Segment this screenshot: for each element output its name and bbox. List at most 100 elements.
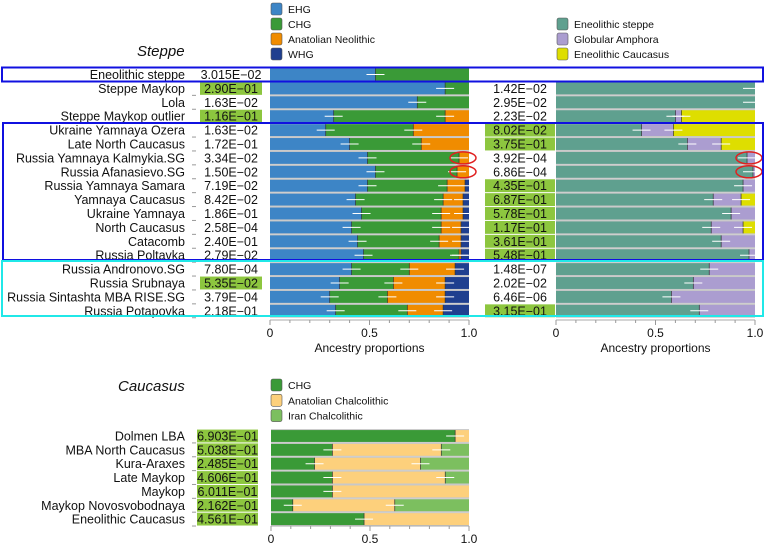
x-tick-label: 0.5 bbox=[647, 326, 664, 340]
bar-segment-chg bbox=[445, 82, 469, 95]
p-value: 2.40E−01 bbox=[204, 235, 258, 249]
p-value: 1.63E−02 bbox=[204, 96, 258, 110]
bar-segment-globular-amphora bbox=[641, 124, 674, 137]
bar-segment-eneolithic-steppe bbox=[556, 138, 688, 150]
bar-row: Ukraine Yamnaya Ozera 1.63E−02 bbox=[49, 123, 469, 138]
row-label: Late North Caucasus bbox=[68, 138, 185, 152]
bar-segment-chg bbox=[349, 138, 422, 150]
legend-swatch bbox=[270, 409, 283, 422]
legend-swatch bbox=[270, 2, 283, 16]
bar-segment-globular-amphora bbox=[693, 277, 755, 289]
p-value: 7.80E−04 bbox=[204, 263, 258, 277]
legend-label: Anatolian Neolithic bbox=[288, 34, 375, 46]
bar-segment-anatolian-neolithic bbox=[421, 138, 469, 150]
row-label: Russia Yamnaya Samara bbox=[44, 179, 185, 193]
bar-segment-chg bbox=[271, 457, 315, 470]
p-value: 1.72E−01 bbox=[204, 138, 258, 152]
row-label: Eneolithic steppe bbox=[90, 68, 185, 82]
bar-segment-anatolian-chalcolithic bbox=[364, 513, 469, 526]
bar-row: Russia Andronovo.SG 7.80E−04 bbox=[62, 262, 469, 277]
row-label: Steppe Maykop outlier bbox=[61, 110, 185, 124]
bar-segment-whg bbox=[445, 290, 469, 303]
p-value-highlight bbox=[485, 179, 555, 193]
row-label: Eneolithic Caucasus bbox=[72, 513, 185, 527]
bar-segment-eneolithic-steppe bbox=[556, 82, 755, 95]
row-label: Russia Potapovka bbox=[84, 304, 185, 318]
p-value: 2.23E−02 bbox=[493, 110, 547, 124]
bar-segment-chg bbox=[375, 68, 469, 81]
x-tick-label: 0.5 bbox=[361, 326, 378, 340]
bar-segment-globular-amphora bbox=[699, 304, 755, 317]
bar-segment-whg bbox=[445, 277, 469, 289]
p-value-highlight bbox=[200, 276, 262, 290]
x-axis-label: Ancestry proportions bbox=[314, 341, 424, 355]
bar-segment-ehg bbox=[270, 124, 326, 137]
p-value: 5.038E−01 bbox=[197, 443, 258, 457]
legend-swatch bbox=[556, 32, 569, 46]
bar-segment-eneolithic-steppe bbox=[556, 110, 676, 123]
bar-segment-anatolian-neolithic bbox=[441, 221, 462, 234]
bar-row: Russia Yamnaya Samara 7.19E−02 bbox=[44, 178, 475, 193]
p-value-highlight bbox=[197, 443, 258, 457]
bar-row: 2.02E−02 bbox=[493, 276, 755, 291]
p-value: 3.61E−01 bbox=[493, 235, 547, 249]
p-value: 3.15E−01 bbox=[493, 304, 547, 318]
bar-segment-globular-amphora bbox=[671, 290, 755, 303]
bar-segment-eneolithic-steppe bbox=[556, 290, 672, 303]
panel-title-caucasus: Caucasus bbox=[118, 378, 185, 395]
bar-segment-chg bbox=[355, 193, 444, 206]
legend-label: Globular Amphora bbox=[574, 34, 659, 46]
p-value: 4.561E−01 bbox=[197, 513, 258, 527]
bar-segment-chg bbox=[271, 430, 456, 442]
group-box-eneolithic-steppe bbox=[1, 66, 764, 83]
bar-segment-ehg bbox=[270, 179, 368, 192]
bar-row: 2.23E−02 bbox=[493, 109, 755, 124]
bar-segment-anatolian-chalcolithic bbox=[292, 499, 395, 512]
p-value-highlight bbox=[197, 457, 258, 471]
bar-row: 3.61E−01 bbox=[485, 234, 755, 249]
bar-row: Eneolithic steppe 3.015E−02 bbox=[90, 67, 469, 82]
p-value: 6.87E−01 bbox=[493, 193, 547, 207]
p-value-highlight bbox=[485, 193, 555, 207]
bar-segment-ehg bbox=[270, 165, 376, 178]
x-tick-label: 1.0 bbox=[461, 532, 478, 546]
bar-row: Kura-Araxes 2.485E−01 bbox=[116, 456, 469, 471]
legend-swatch bbox=[270, 393, 283, 407]
bar-row: Maykop 6.011E−01 bbox=[141, 484, 469, 499]
bar-segment-ehg bbox=[270, 249, 364, 262]
bar-segment-chg bbox=[367, 179, 448, 192]
bar-row: 3.75E−01 bbox=[485, 137, 755, 152]
bar-segment-ehg bbox=[270, 277, 340, 289]
x-tick-label: 0 bbox=[553, 326, 560, 340]
bar-segment-chg bbox=[357, 235, 440, 248]
p-value: 4.35E−01 bbox=[493, 179, 547, 193]
row-label: Russia Srubnaya bbox=[90, 277, 185, 291]
p-value: 1.50E−02 bbox=[204, 165, 258, 179]
p-value: 7.19E−02 bbox=[204, 179, 258, 193]
bar-segment-chg bbox=[271, 485, 333, 498]
bar-row: 5.78E−01 bbox=[485, 206, 755, 221]
bar-segment-ehg bbox=[270, 221, 352, 234]
p-value-highlight bbox=[197, 512, 258, 526]
bar-row: 1.17E−01 bbox=[485, 220, 755, 235]
row-label: Maykop Novosvobodnaya bbox=[41, 499, 185, 513]
legend-label: EHG bbox=[288, 4, 311, 16]
bar-segment-chg bbox=[375, 165, 458, 178]
bar-segment-whg bbox=[443, 304, 469, 317]
p-value-highlight bbox=[485, 207, 555, 220]
bar-segment-chg bbox=[339, 277, 394, 289]
bar-segment-eneolithic-steppe bbox=[556, 249, 750, 262]
bar-segment-eneolithic-steppe bbox=[556, 263, 710, 276]
bar-row: Steppe Maykop outlier 1.16E−01 bbox=[61, 109, 469, 124]
row-label: North Caucasus bbox=[95, 221, 185, 235]
bar-row: Russia Potapovka 2.18E−01 bbox=[84, 303, 469, 318]
bar-segment-eneolithic-caucasus bbox=[721, 138, 755, 150]
bar-segment-chg bbox=[351, 221, 442, 234]
bar-segment-chg bbox=[325, 124, 414, 137]
legend-label: Anatolian Chalcolithic bbox=[288, 395, 388, 407]
bar-segment-anatolian-neolithic bbox=[413, 124, 469, 137]
bar-row: Russia Afanasievo.SG 1.50E−02 bbox=[61, 164, 477, 179]
bar-segment-ehg bbox=[270, 207, 362, 220]
bar-segment-eneolithic-steppe bbox=[556, 151, 748, 164]
bar-segment-eneolithic-steppe bbox=[556, 221, 712, 234]
